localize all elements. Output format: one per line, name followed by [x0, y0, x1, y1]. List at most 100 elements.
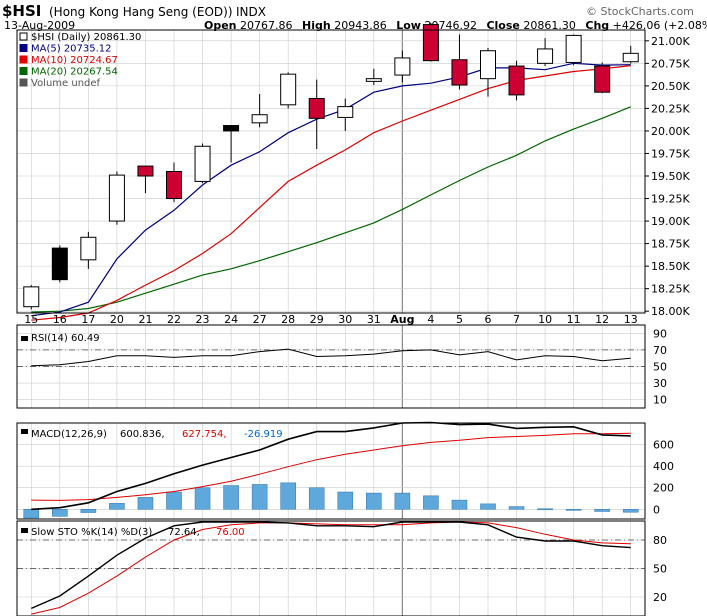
- macd-line: [31, 421, 631, 511]
- x-tick-label: 27: [253, 313, 267, 326]
- rsi-legend-label: RSI(14) 60.49: [31, 333, 100, 344]
- chg-label: Chg: [585, 19, 610, 32]
- candle-body: [337, 106, 354, 118]
- x-tick-label: 10: [538, 313, 552, 326]
- macd-histogram-bar: [80, 508, 97, 513]
- legend-label: MA(10) 20724.67: [31, 55, 118, 66]
- x-tick-label: 5: [456, 313, 463, 326]
- macd-histogram-bar: [394, 492, 411, 510]
- y-tick-label: 70: [653, 344, 667, 357]
- ohlc-readout: Open 20767.86 High 20943.86 Low 20746.92…: [204, 19, 707, 32]
- sto-panel-frame: [16, 520, 646, 616]
- candle-body: [108, 174, 125, 222]
- y-tick-label: 10: [653, 394, 667, 407]
- candle-body: [51, 247, 68, 281]
- close-value: 20861.30: [523, 19, 576, 32]
- y-tick-label: 20: [653, 591, 667, 604]
- candle-body: [137, 165, 154, 177]
- macd-histogram-bar: [594, 508, 610, 512]
- y-tick-label: 50: [653, 361, 667, 374]
- x-tick-label: 30: [338, 313, 352, 326]
- y-tick-label: 19.00K: [651, 215, 690, 228]
- y-tick-label: 50: [653, 563, 667, 576]
- title-exchange: INDX: [236, 5, 266, 19]
- y-tick-label: 18.75K: [651, 238, 690, 251]
- x-tick-label: Aug: [390, 313, 414, 326]
- macd-legend-value: -26.919: [244, 429, 283, 440]
- close-label: Close: [486, 19, 520, 32]
- low-label: Low: [396, 19, 421, 32]
- y-tick-label: 600: [653, 439, 674, 452]
- macd-histogram-bar: [23, 508, 40, 519]
- candle-body: [194, 145, 211, 182]
- candle-body: [166, 171, 182, 200]
- y-tick-label: 18.50K: [651, 260, 690, 273]
- y-tick-label: 19.25K: [651, 193, 690, 206]
- y-tick-label: 400: [653, 460, 674, 473]
- candle-body: [280, 73, 297, 106]
- title-symbol: $HSI: [2, 2, 42, 20]
- title-name: (Hong Kong Hang Seng (EOD)): [49, 5, 233, 19]
- x-tick-label: 6: [485, 313, 492, 326]
- y-tick-label: 19.50K: [651, 170, 690, 183]
- macd-legend-value: 627.754,: [182, 429, 227, 440]
- candle-body: [365, 78, 382, 82]
- legend-swatch: [19, 67, 28, 75]
- legend-swatch: [19, 78, 28, 87]
- macd-legend-swatch: [21, 429, 28, 434]
- y-tick-label: 20.25K: [651, 102, 690, 115]
- y-tick-label: 18.00K: [651, 305, 690, 318]
- macd-histogram-bar: [308, 487, 325, 510]
- macd-legend-label: MACD(12,26,9): [31, 429, 107, 440]
- ma10-line: [31, 65, 631, 321]
- y-tick-label: 21.00K: [651, 35, 690, 48]
- sto-legend-label: Slow STO %K(14) %D(3): [31, 527, 152, 538]
- macd-histogram-bar: [451, 499, 468, 510]
- chg-value: +426.06 (+2.08%): [612, 19, 707, 32]
- x-tick-label: 24: [224, 313, 238, 326]
- y-tick-label: 90: [653, 327, 667, 340]
- watermark: © StockCharts.com: [586, 5, 694, 18]
- candle-body: [480, 50, 496, 80]
- legend-label: $HSI (Daily) 20861.30: [31, 32, 141, 43]
- x-tick-label: 29: [310, 313, 324, 326]
- x-tick-label: 11: [567, 313, 581, 326]
- x-tick-label: 16: [53, 313, 67, 326]
- sto-legend-value: 76.00: [216, 527, 245, 538]
- candle-body: [622, 52, 639, 63]
- sto-legend-value: 72.64,: [168, 527, 200, 538]
- candle-body: [565, 34, 582, 63]
- macd-histogram-bar: [622, 508, 639, 513]
- x-tick-label: 28: [281, 313, 295, 326]
- x-tick-label: 31: [367, 313, 381, 326]
- x-tick-label: 7: [513, 313, 520, 326]
- y-tick-label: 19.75K: [651, 147, 690, 160]
- macd-histogram-bar: [137, 497, 154, 510]
- x-tick-label: 12: [595, 313, 609, 326]
- y-tick-label: 80: [653, 534, 667, 547]
- y-tick-label: 18.25K: [651, 283, 690, 296]
- legend-swatch: [19, 55, 28, 64]
- open-value: 20767.86: [240, 19, 293, 32]
- legend-label: MA(5) 20735.12: [31, 44, 112, 55]
- macd-histogram-bar: [223, 485, 239, 510]
- sto-k-line: [31, 521, 631, 610]
- macd-panel-frame: [16, 422, 646, 520]
- macd-histogram-bar: [423, 495, 439, 510]
- legend-label: Volume undef: [31, 78, 101, 89]
- y-tick-label: 0: [653, 503, 660, 516]
- y-tick-label: 20.75K: [651, 57, 690, 70]
- rsi-line: [31, 348, 631, 367]
- ma20-line: [31, 106, 631, 313]
- macd-histogram-bar: [166, 491, 182, 510]
- sto-d-line: [31, 521, 631, 615]
- macd-legend-value: 600.836,: [120, 429, 165, 440]
- y-tick-label: 30: [653, 377, 667, 390]
- candle-body: [537, 48, 554, 64]
- y-tick-label: 200: [653, 482, 674, 495]
- high-label: High: [302, 19, 331, 32]
- x-tick-label: 22: [167, 313, 181, 326]
- rsi-panel-frame: [16, 324, 646, 409]
- date-label: 13-Aug-2009: [4, 19, 76, 32]
